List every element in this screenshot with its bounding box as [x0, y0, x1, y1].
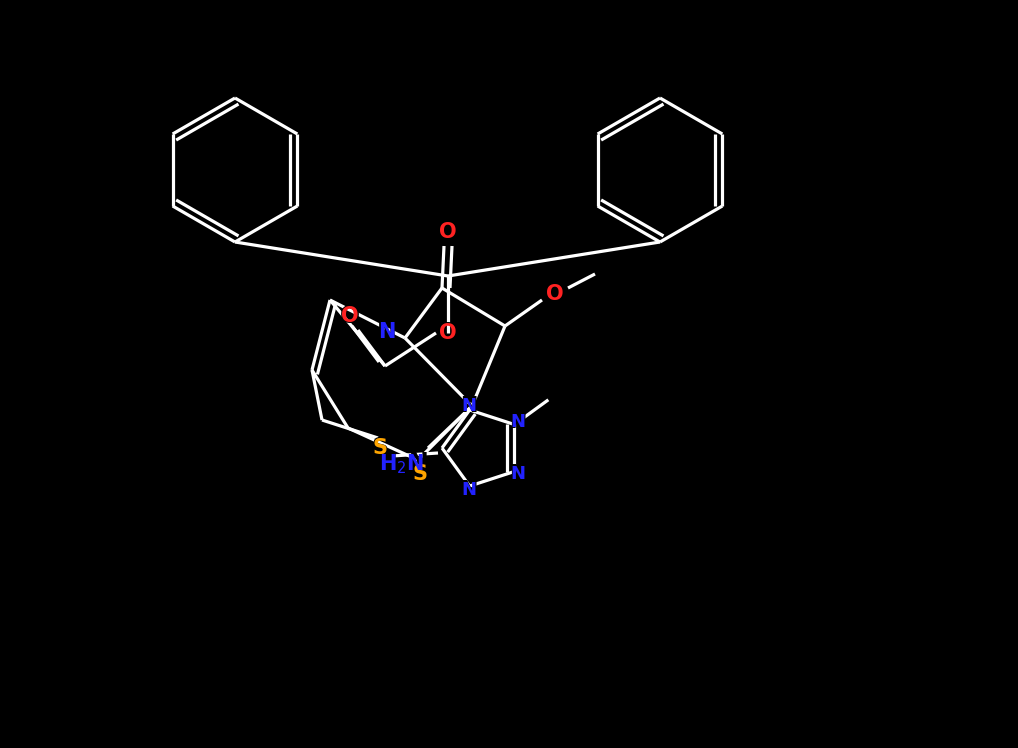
Text: N: N — [460, 480, 477, 500]
Text: O: O — [438, 321, 458, 345]
Text: H$_2$N: H$_2$N — [377, 451, 428, 477]
Text: O: O — [545, 282, 565, 306]
Text: O: O — [439, 222, 457, 242]
Text: S: S — [373, 438, 388, 458]
Text: N: N — [510, 465, 525, 483]
Text: O: O — [341, 306, 358, 326]
Text: S: S — [411, 462, 429, 486]
Text: N: N — [461, 397, 475, 415]
Text: N: N — [460, 396, 477, 416]
Text: N: N — [510, 413, 525, 431]
Text: N: N — [377, 320, 397, 344]
Text: H$_2$N: H$_2$N — [380, 453, 425, 476]
Text: O: O — [340, 304, 360, 328]
Text: O: O — [547, 284, 564, 304]
Text: S: S — [412, 464, 428, 484]
Text: O: O — [439, 323, 457, 343]
Text: N: N — [509, 464, 526, 484]
Text: N: N — [379, 322, 396, 342]
Text: N: N — [461, 481, 475, 499]
Text: O: O — [438, 220, 458, 244]
Text: N: N — [509, 412, 526, 432]
Text: S: S — [372, 436, 389, 460]
